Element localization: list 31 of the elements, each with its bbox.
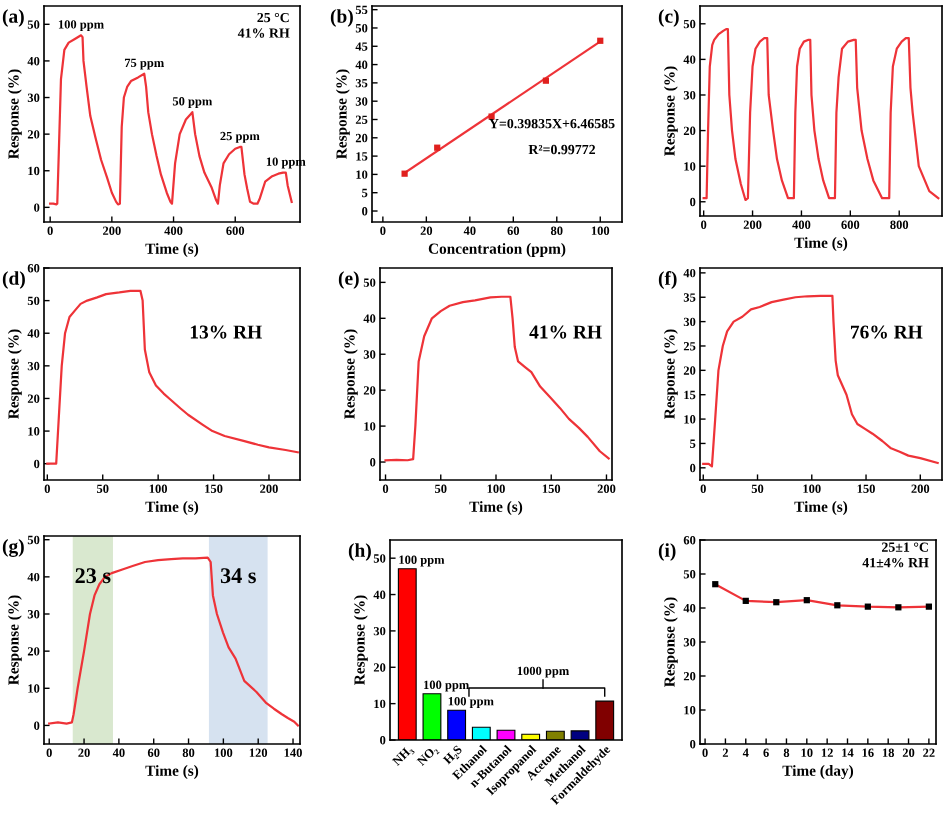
chart-title: (g) xyxy=(2,539,24,557)
chart-title: (a) xyxy=(2,9,24,27)
line-series xyxy=(48,556,300,727)
point xyxy=(712,581,719,588)
chart-title: (d) xyxy=(2,271,25,289)
line-series xyxy=(714,583,930,609)
point xyxy=(773,599,780,606)
line-series xyxy=(702,28,940,202)
point xyxy=(895,604,902,611)
chart-title: (c) xyxy=(658,9,679,27)
band-label: 34 s xyxy=(220,568,256,584)
annotation: 76% RH xyxy=(850,325,923,339)
chart-title: (h) xyxy=(348,543,371,561)
point xyxy=(597,37,604,44)
point xyxy=(834,602,841,609)
annotation: 13% RH xyxy=(190,325,262,339)
point xyxy=(401,170,408,177)
point xyxy=(864,603,871,610)
line-series xyxy=(46,289,299,465)
chart-title: (f) xyxy=(658,271,677,289)
point xyxy=(925,603,932,610)
point xyxy=(542,77,550,84)
point xyxy=(742,597,749,604)
chart-title: (e) xyxy=(338,271,359,289)
annotation: 41% RH xyxy=(529,325,602,339)
chart-title: (b) xyxy=(330,9,353,27)
point xyxy=(434,144,441,151)
chart-title: (i) xyxy=(658,543,676,561)
line-series xyxy=(702,294,939,468)
line-series xyxy=(384,295,610,462)
point xyxy=(803,597,810,604)
